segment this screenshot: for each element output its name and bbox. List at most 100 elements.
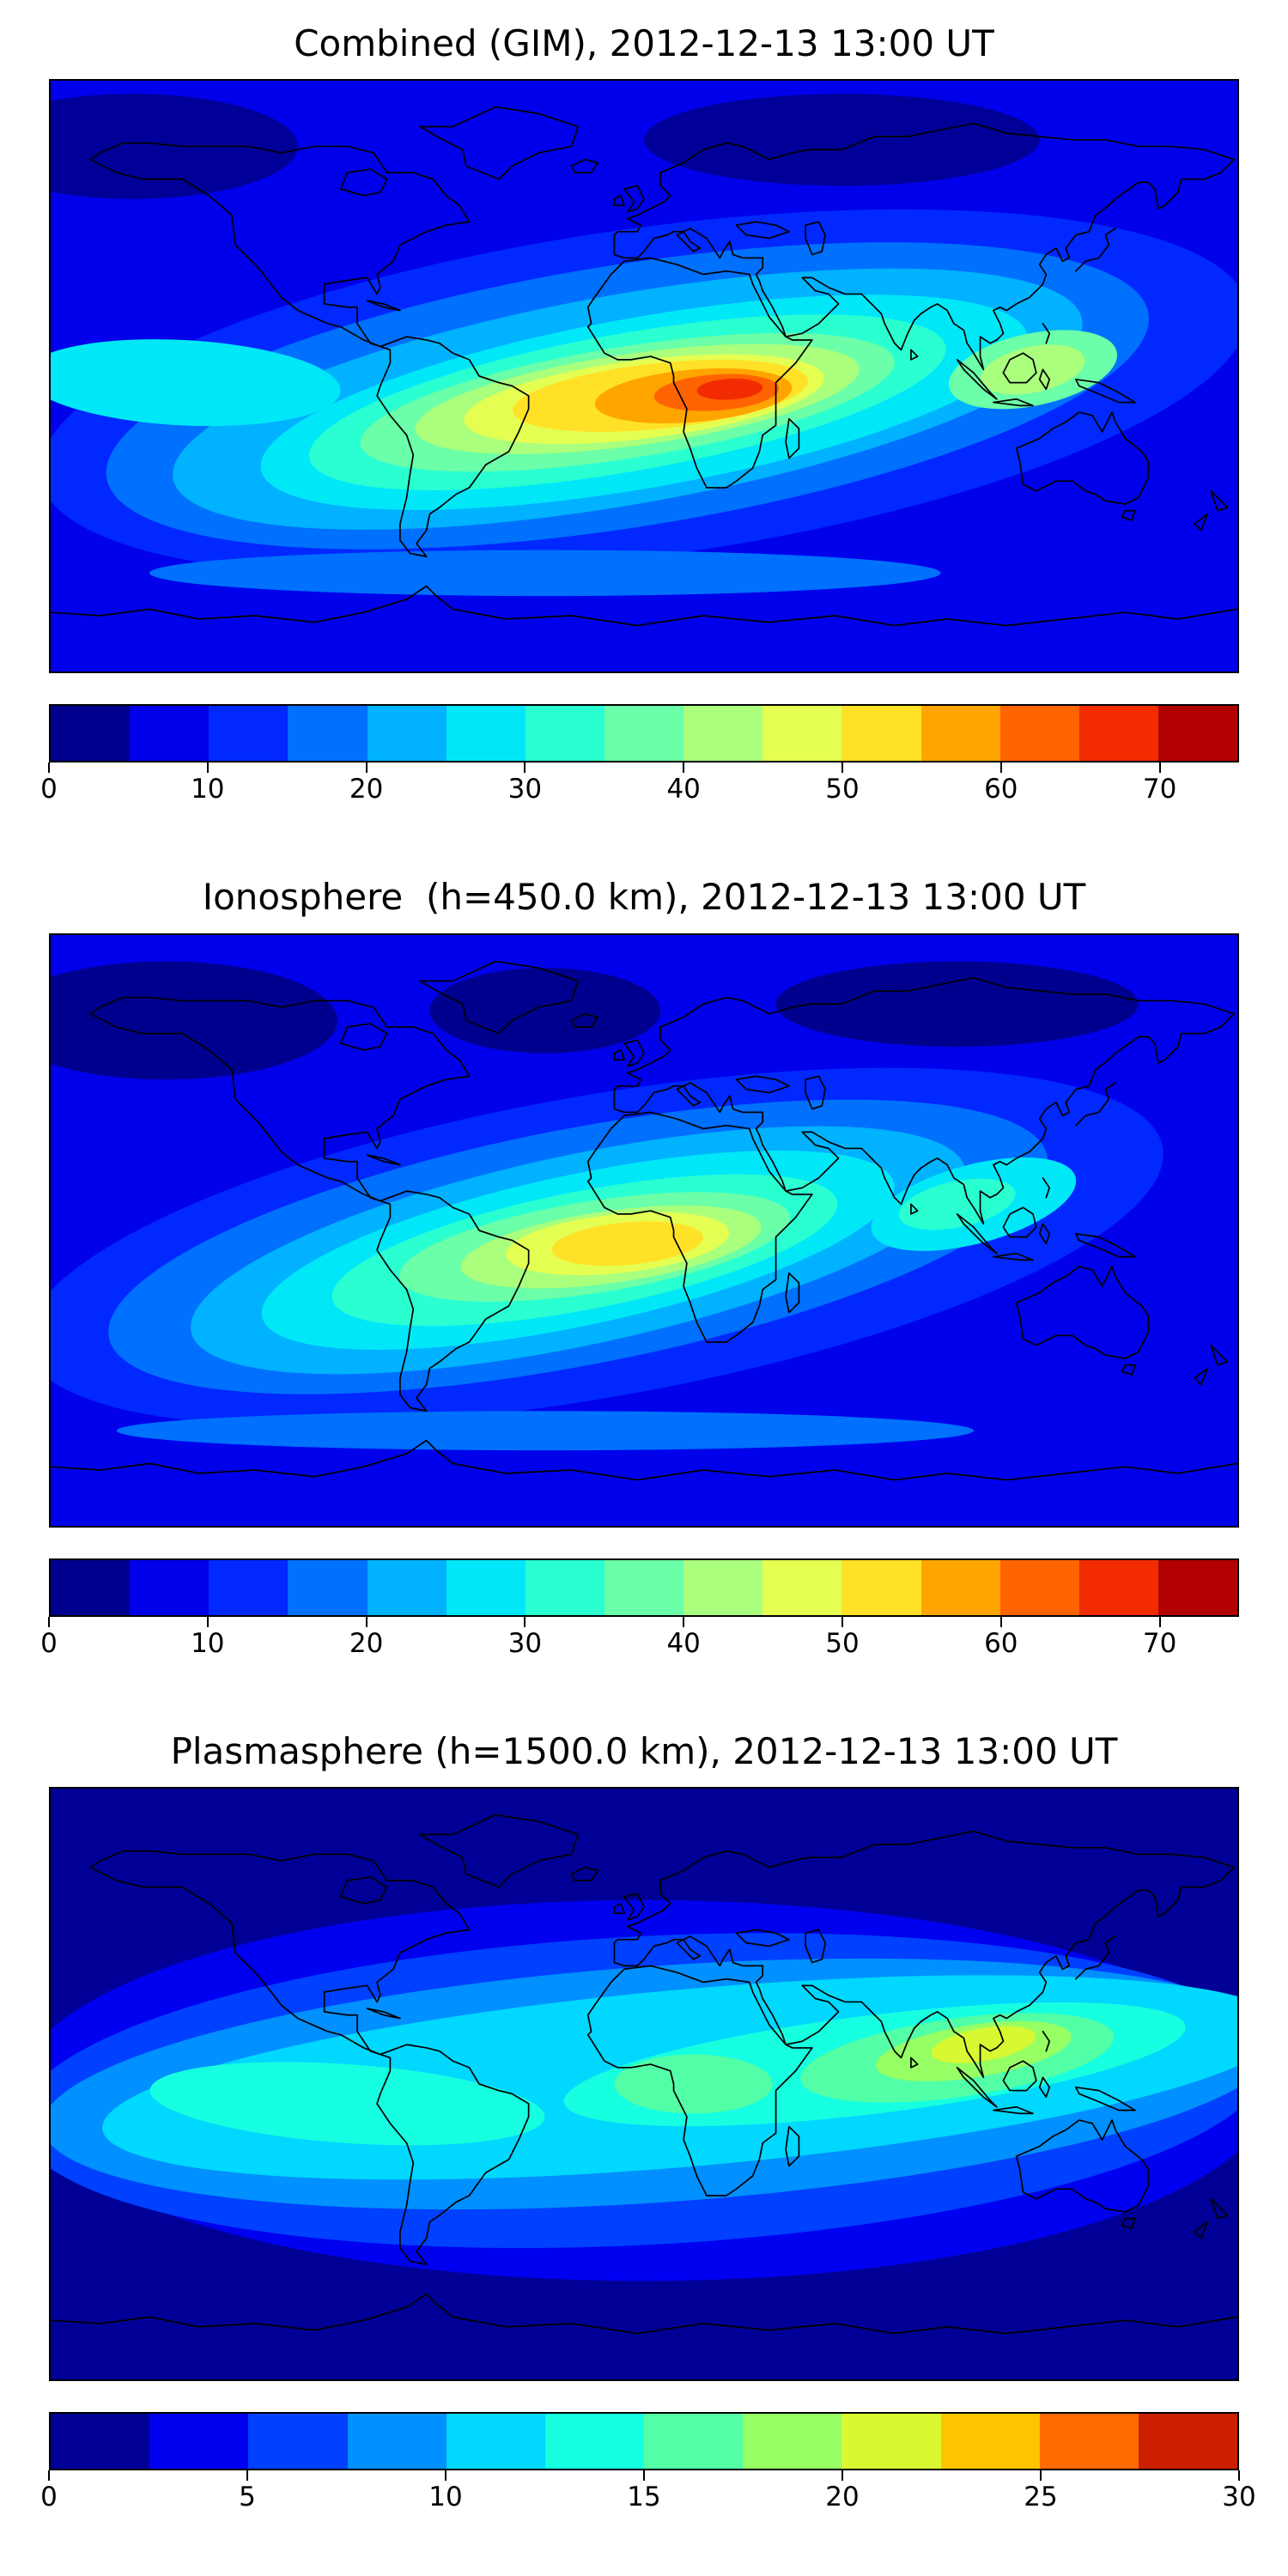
colorbar-tick-label: 0 xyxy=(40,1627,58,1659)
colorbar-segment xyxy=(644,2414,744,2470)
tec-contours xyxy=(51,1900,1237,2281)
colorbar-tick-label: 60 xyxy=(984,1627,1018,1659)
world-map xyxy=(49,1787,1239,2382)
colorbar-tick-mark xyxy=(365,1616,368,1627)
tec-contour-level xyxy=(429,968,661,1054)
colorbar-segment xyxy=(1157,706,1238,762)
tec-contour-level xyxy=(644,94,1040,186)
colorbar-tick-label: 60 xyxy=(984,774,1018,805)
colorbar-gradient xyxy=(49,1558,1239,1617)
tec-contour-level xyxy=(614,2054,773,2114)
tec-contour-level xyxy=(981,344,1085,395)
colorbar-tick-label: 40 xyxy=(666,1627,701,1659)
colorbar-tick-mark xyxy=(999,762,1002,774)
colorbar-segment xyxy=(604,1559,684,1615)
colorbar-segment xyxy=(683,706,763,762)
colorbar-segment xyxy=(51,1559,131,1615)
colorbar-tick-label: 30 xyxy=(507,1627,543,1659)
tec-map-panel-combined: Combined (GIM), 2012-12-13 13:00 UT 0 10 2… xyxy=(40,22,1239,811)
colorbar-tick-mark xyxy=(643,2470,645,2482)
colorbar-tick-mark xyxy=(524,762,526,774)
colorbar-segment xyxy=(209,706,289,762)
panel-title: Plasmasphere (h=1500.0 km), 2012-12-13 1… xyxy=(170,1729,1118,1772)
colorbar-tick-label: 20 xyxy=(825,2482,860,2513)
colorbar-segment xyxy=(446,706,526,762)
tec-contour-map xyxy=(51,81,1237,672)
colorbar-tick-mark xyxy=(246,2470,248,2482)
colorbar-segment xyxy=(130,706,210,762)
colorbar-tick-mark xyxy=(999,1616,1002,1627)
colorbar-tick-label: 5 xyxy=(239,2482,256,2513)
figure: Combined (GIM), 2012-12-13 13:00 UT 0 10 2… xyxy=(40,22,1256,2518)
colorbar-tick-mark xyxy=(445,2470,447,2482)
colorbar-tick-mark xyxy=(841,762,843,774)
colorbar-ticks: 0 5 10 15 20 25 30 xyxy=(40,2470,1256,2518)
tec-contour-level xyxy=(116,1411,974,1450)
colorbar-segment xyxy=(999,706,1079,762)
tec-contour-level xyxy=(993,1282,1152,1356)
colorbar-segment xyxy=(1157,1559,1238,1615)
colorbar-gradient xyxy=(49,704,1239,763)
world-map xyxy=(49,79,1239,674)
colorbar-segment xyxy=(920,1559,1000,1615)
colorbar: 0 10 20 30 40 50 60 70 xyxy=(40,1558,1239,1665)
tec-contour-level xyxy=(931,2026,1036,2063)
colorbar-tick-mark xyxy=(1158,762,1161,774)
colorbar-tick-mark xyxy=(1158,1616,1161,1627)
colorbar-segment xyxy=(525,706,605,762)
tec-contour-level xyxy=(51,94,298,199)
colorbar-segment xyxy=(288,706,368,762)
colorbar-segment xyxy=(1039,2414,1139,2470)
colorbar-segment xyxy=(841,1559,921,1615)
colorbar-tick-label: 10 xyxy=(428,2482,463,2513)
colorbar-tick-label: 20 xyxy=(349,1627,384,1659)
tec-contour-map xyxy=(51,934,1237,1526)
colorbar-tick-label: 70 xyxy=(1142,1627,1177,1659)
tec-contour-level xyxy=(551,1221,703,1266)
colorbar-tick-label: 30 xyxy=(1222,2482,1256,2513)
colorbar-tick-mark xyxy=(683,1616,685,1627)
colorbar-ticks: 0 10 20 30 40 50 60 70 xyxy=(40,1616,1239,1665)
colorbar-segment xyxy=(525,1559,605,1615)
colorbar-tick-label: 0 xyxy=(40,774,58,805)
colorbar-segment xyxy=(604,706,684,762)
tec-contour-level xyxy=(898,1178,1016,1230)
colorbar-tick-label: 20 xyxy=(349,774,384,805)
colorbar-segment xyxy=(762,1559,842,1615)
colorbar-tick-mark xyxy=(1040,2470,1042,2482)
tec-contour-level xyxy=(696,379,763,401)
tec-contour-level xyxy=(149,550,941,597)
colorbar-tick-mark xyxy=(48,2470,50,2482)
colorbar-tick-label: 70 xyxy=(1142,774,1177,805)
colorbar-segment xyxy=(841,706,921,762)
coastlines-path xyxy=(51,960,1237,1481)
colorbar-segment xyxy=(999,1559,1079,1615)
tec-contours xyxy=(51,94,1237,597)
colorbar-tick-label: 50 xyxy=(825,774,860,805)
colorbar-segment xyxy=(51,706,131,762)
colorbar-segment xyxy=(347,2414,447,2470)
coastlines-path xyxy=(51,1814,1237,2335)
tec-contour-map xyxy=(51,1789,1237,2380)
colorbar-segment xyxy=(1078,706,1158,762)
colorbar-segment xyxy=(920,706,1000,762)
colorbar-tick-mark xyxy=(365,762,368,774)
colorbar-segment xyxy=(743,2414,842,2470)
tec-map-panel-ionosphere: Ionosphere (h=450.0 km), 2012-12-13 13:0… xyxy=(40,876,1239,1665)
colorbar-segment xyxy=(367,706,447,762)
colorbar-tick-label: 40 xyxy=(666,774,701,805)
colorbar-segment xyxy=(544,2414,645,2470)
colorbar-tick-mark xyxy=(1238,2470,1240,2482)
world-map xyxy=(49,933,1239,1528)
colorbar-segment xyxy=(446,1559,526,1615)
colorbar-segment xyxy=(762,706,842,762)
colorbar: 0 10 20 30 40 50 60 70 xyxy=(40,704,1239,811)
colorbar-tick-label: 30 xyxy=(507,774,543,805)
colorbar-tick-mark xyxy=(524,1616,526,1627)
tec-contour-level xyxy=(51,961,337,1079)
tec-contour-level xyxy=(149,2062,545,2146)
colorbar-segment xyxy=(940,2414,1040,2470)
colorbar-segment xyxy=(149,2414,249,2470)
panel-title: Combined (GIM), 2012-12-13 13:00 UT xyxy=(294,22,994,64)
colorbar-segment xyxy=(288,1559,368,1615)
